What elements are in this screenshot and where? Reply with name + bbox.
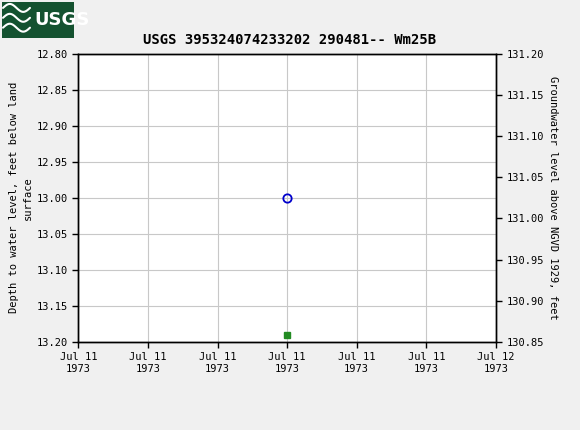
FancyBboxPatch shape xyxy=(2,2,74,37)
Y-axis label: Depth to water level, feet below land
surface: Depth to water level, feet below land su… xyxy=(9,82,32,313)
Text: USGS: USGS xyxy=(34,11,89,29)
Text: USGS 395324074233202 290481-- Wm25B: USGS 395324074233202 290481-- Wm25B xyxy=(143,33,437,46)
Y-axis label: Groundwater level above NGVD 1929, feet: Groundwater level above NGVD 1929, feet xyxy=(548,76,558,319)
